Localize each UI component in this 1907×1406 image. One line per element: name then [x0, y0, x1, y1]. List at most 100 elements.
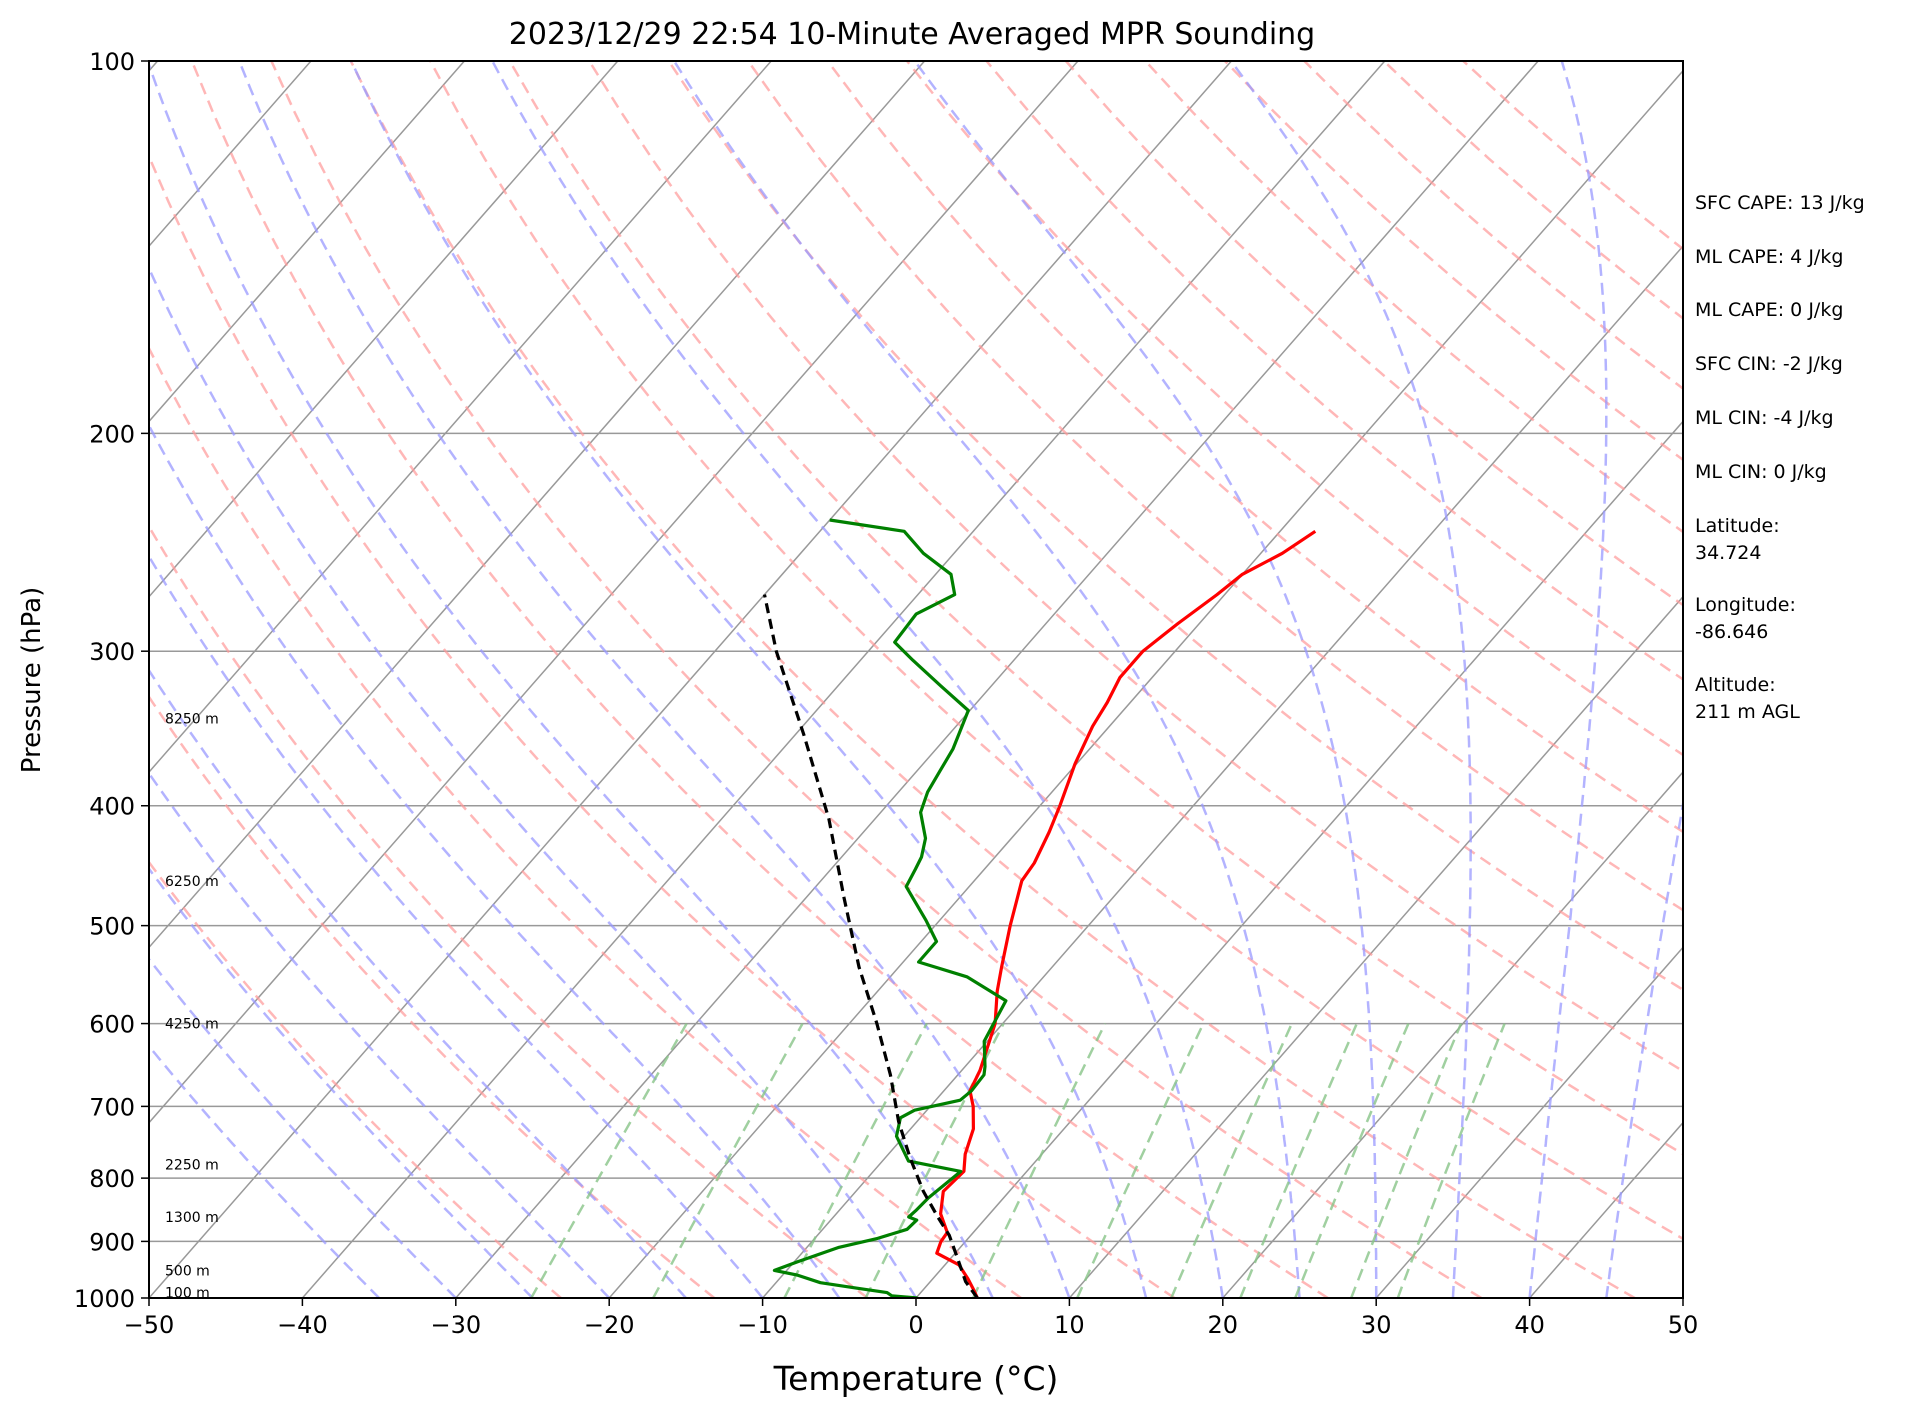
isotherm-line: [149, 61, 772, 774]
height-label: 1300 m: [165, 1210, 219, 1226]
isotherm-line: [608, 69, 1683, 1298]
dry-adiabat: [985, 61, 1683, 681]
dry-adiabat: [149, 860, 562, 1298]
x-tick-label: −50: [124, 1311, 175, 1339]
dry-adiabat: [149, 524, 869, 1298]
y-tick-label: 700: [89, 1093, 135, 1121]
x-tick-label: −40: [277, 1311, 328, 1339]
isotherm-line: [149, 61, 926, 949]
sounding-annotation: Altitude: 211 m AGL: [1695, 674, 1800, 723]
mixing-ratio-line: [1396, 1023, 1506, 1298]
dry-adiabat: [588, 61, 1683, 1073]
x-tick-label: 50: [1668, 1311, 1699, 1339]
mixing-ratio-line: [1239, 1023, 1358, 1298]
height-label: 4250 m: [165, 1017, 219, 1033]
dry-adiabat: [190, 61, 1329, 1298]
dry-adiabat: [667, 61, 1683, 992]
moist-adiabat: [1528, 61, 1608, 1298]
x-tick-label: 20: [1208, 1311, 1239, 1339]
chart-title: 2023/12/29 22:54 10-Minute Averaged MPR …: [509, 17, 1315, 52]
isotherm-line: [455, 61, 1539, 1298]
x-tick-label: −10: [737, 1311, 788, 1339]
y-tick-label: 600: [89, 1011, 135, 1039]
height-label: 100 m: [165, 1286, 210, 1302]
height-label: 8250 m: [165, 711, 219, 727]
parcel-path-line: [762, 594, 979, 1298]
isotherm-line: [1222, 770, 1683, 1298]
moist-adiabat: [913, 61, 1378, 1298]
y-tick-label: 500: [89, 913, 135, 941]
dry-adiabat: [349, 61, 1636, 1298]
x-tick-label: 0: [908, 1311, 923, 1339]
y-tick-label: 1000: [74, 1285, 135, 1313]
isotherm-line: [762, 244, 1683, 1298]
isotherm-line: [149, 61, 1079, 1124]
mixing-ratio-line: [1350, 1023, 1463, 1298]
sounding-annotation: ML CAPE: 4 J/kg: [1695, 246, 1844, 268]
moist-adiabat: [350, 61, 1148, 1298]
y-tick-label: 300: [89, 638, 135, 666]
moist-adiabat: [238, 61, 1071, 1298]
dry-adiabat: [508, 61, 1683, 1156]
sounding-annotation: SFC CAPE: 13 J/kg: [1695, 192, 1865, 214]
y-tick-label: 200: [89, 420, 135, 448]
y-tick-label: 400: [89, 793, 135, 821]
height-label: 500 m: [165, 1263, 210, 1279]
height-label: 2250 m: [165, 1158, 219, 1174]
sounding-annotation: ML CIN: 0 J/kg: [1695, 461, 1827, 483]
mixing-ratio-line: [1076, 1023, 1205, 1298]
sounding-annotation: Latitude: 34.724: [1695, 515, 1780, 564]
dry-adiabat: [429, 61, 1683, 1241]
sounding-annotation: ML CIN: -4 J/kg: [1695, 407, 1834, 429]
dry-adiabat: [149, 345, 1022, 1298]
dry-adiabat: [826, 61, 1683, 834]
x-axis-label: Temperature (°C): [773, 1359, 1059, 1398]
height-label: 6250 m: [165, 874, 219, 890]
moist-adiabat: [673, 61, 1301, 1298]
moist-adiabat: [1605, 796, 1683, 1298]
temperature-profile-line: [935, 529, 1317, 1298]
moist-adiabat: [149, 265, 918, 1298]
y-tick-label: 900: [89, 1228, 135, 1256]
moist-adiabat: [149, 422, 841, 1298]
isotherm-line: [0, 61, 4, 1298]
moist-adiabat: [149, 61, 994, 1298]
isotherm-line: [149, 61, 465, 423]
moist-adiabat: [149, 1044, 380, 1298]
isotherm-line: [149, 61, 619, 598]
mixing-ratio-line: [652, 1022, 804, 1298]
mixing-ratio-line: [1294, 1023, 1410, 1298]
mixing-ratio-line: [971, 1023, 1107, 1298]
x-tick-label: 40: [1514, 1311, 1545, 1339]
x-tick-label: −20: [584, 1311, 635, 1339]
moist-adiabat: [149, 866, 534, 1298]
isotherm-line: [1068, 595, 1683, 1298]
x-tick-label: 30: [1361, 1311, 1392, 1339]
moist-adiabat: [149, 957, 457, 1298]
isotherm-line: [915, 420, 1683, 1298]
isotherm-line: [301, 61, 1386, 1298]
x-tick-label: −30: [430, 1311, 481, 1339]
mixing-ratio-line: [1170, 1023, 1293, 1298]
y-axis-label: Pressure (hPa): [17, 587, 47, 774]
y-tick-label: 800: [89, 1165, 135, 1193]
moist-adiabat: [149, 771, 611, 1298]
sounding-annotation: SFC CIN: -2 J/kg: [1695, 353, 1843, 375]
moist-adiabat: [149, 668, 687, 1298]
dry-adiabat: [906, 61, 1683, 757]
sounding-annotation: Longitude: -86.646: [1695, 594, 1796, 643]
isotherm-line: [1375, 946, 1683, 1298]
y-tick-label: 100: [89, 48, 135, 76]
sounding-annotation: ML CAPE: 0 J/kg: [1695, 299, 1844, 321]
dry-adiabat: [149, 694, 716, 1298]
x-tick-label: 10: [1054, 1311, 1085, 1339]
moist-adiabat: [149, 554, 764, 1298]
mixing-ratio-line: [783, 1023, 928, 1298]
mixing-ratio-line: [864, 1023, 1005, 1298]
dewpoint-profile-line: [772, 518, 1008, 1298]
moist-adiabat: [491, 61, 1225, 1298]
mixing-ratio-line: [530, 1022, 688, 1298]
dry-adiabat: [149, 153, 1176, 1298]
moist-adiabat: [1229, 61, 1472, 1298]
